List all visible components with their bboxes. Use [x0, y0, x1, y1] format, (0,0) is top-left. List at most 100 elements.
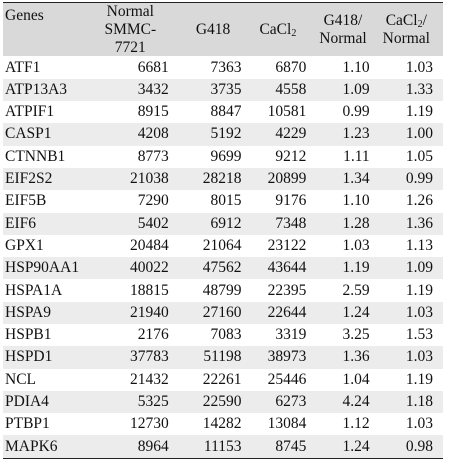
- cell-normal: 6681: [89, 56, 183, 79]
- cell-g418: 22590: [182, 390, 248, 414]
- cell-g418-normal: 1.10: [314, 190, 378, 213]
- cell-normal: 7290: [89, 190, 183, 213]
- cell-cacl2: 8745: [247, 435, 315, 459]
- cell-normal: 21940: [89, 301, 183, 324]
- cell-normal: 5402: [89, 212, 183, 235]
- cell-g418: 14282: [182, 413, 248, 436]
- cell-normal: 20484: [89, 234, 183, 258]
- cell-g418: 11153: [182, 435, 248, 459]
- header-cacl2-normal-base: CaCl: [385, 11, 418, 29]
- cell-g418: 27160: [182, 301, 248, 324]
- table-row: EIF5B 7290 8015 9176 1.10 1.26: [3, 190, 443, 213]
- cell-cacl2: 22644: [247, 301, 315, 324]
- cell-normal: 3432: [89, 78, 183, 102]
- cell-gene: HSPA9: [3, 301, 90, 324]
- cell-cacl2: 10581: [247, 101, 315, 124]
- cell-cacl2-normal: 1.03: [377, 346, 443, 369]
- header-g418-normal: G418/ Normal: [314, 2, 378, 57]
- cell-gene: EIF2S2: [3, 167, 90, 191]
- header-cacl2: CaCl2: [247, 2, 315, 57]
- cell-g418: 6912: [182, 212, 248, 235]
- table-row: ATPIF1 8915 8847 10581 0.99 1.19: [3, 101, 443, 124]
- cell-normal: 4208: [89, 123, 183, 146]
- cell-g418-normal: 1.09: [314, 78, 378, 102]
- cell-cacl2-normal: 1.00: [377, 123, 443, 146]
- cell-gene: CASP1: [3, 123, 90, 146]
- cell-g418-normal: 1.10: [314, 56, 378, 79]
- cell-normal: 2176: [89, 324, 183, 347]
- cell-gene: HSP90AA1: [3, 257, 90, 280]
- header-g418: G418: [182, 2, 248, 57]
- cell-cacl2: 9212: [247, 145, 315, 168]
- cell-cacl2-normal: 0.98: [377, 435, 443, 459]
- cell-g418: 8847: [182, 101, 248, 124]
- table-row: HSP90AA1 40022 47562 43644 1.19 1.09: [3, 257, 443, 280]
- cell-cacl2: 25446: [247, 368, 315, 391]
- cell-cacl2-normal: 1.53: [377, 324, 443, 347]
- table-body: ATF1 6681 7363 6870 1.10 1.03 ATP13A3 3432 3735 4…: [3, 56, 443, 459]
- table-row: CASP1 4208 5192 4229 1.23 1.00: [3, 123, 443, 146]
- cell-gene: ATP13A3: [3, 78, 90, 102]
- table-row: PDIA4 5325 22590 6273 4.24 1.18: [3, 390, 443, 414]
- cell-cacl2: 23122: [247, 234, 315, 258]
- cell-g418-normal: 1.24: [314, 435, 378, 459]
- cell-g418-normal: 1.04: [314, 368, 378, 391]
- cell-g418-normal: 1.36: [314, 346, 378, 369]
- cell-cacl2: 3319: [247, 324, 315, 347]
- table-row: CTNNB1 8773 9699 9212 1.11 1.05: [3, 145, 443, 168]
- cell-normal: 8964: [89, 435, 183, 459]
- cell-g418: 3735: [182, 78, 248, 102]
- table-header: Genes Normal SMMC-7721 G418 CaCl2 G418/ …: [3, 2, 443, 57]
- table-row: HSPA1A 18815 48799 22395 2.59 1.19: [3, 279, 443, 302]
- cell-cacl2-normal: 1.05: [377, 145, 443, 168]
- cell-normal: 37783: [89, 346, 183, 369]
- cell-cacl2: 13084: [247, 413, 315, 436]
- cell-g418-normal: 1.11: [314, 145, 378, 168]
- cell-gene: ATF1: [3, 56, 90, 79]
- header-cacl2-normal-sub: 2: [417, 18, 423, 30]
- header-cacl2-normal: CaCl2/ Normal: [377, 2, 443, 57]
- cell-cacl2-normal: 0.99: [377, 167, 443, 191]
- cell-cacl2-normal: 1.03: [377, 56, 443, 79]
- table-row: ATP13A3 3432 3735 4558 1.09 1.33: [3, 78, 443, 102]
- header-g418-normal-line2: Normal: [319, 29, 367, 47]
- cell-cacl2: 38973: [247, 346, 315, 369]
- table-row: HSPB1 2176 7083 3319 3.25 1.53: [3, 324, 443, 347]
- table-row: MAPK6 8964 11153 8745 1.24 0.98: [3, 435, 443, 459]
- cell-g418-normal: 0.99: [314, 101, 378, 124]
- document-page: Genes Normal SMMC-7721 G418 CaCl2 G418/ …: [3, 2, 443, 459]
- table-row: PTBP1 12730 14282 13084 1.12 1.03: [3, 413, 443, 436]
- cell-cacl2: 20899: [247, 167, 315, 191]
- header-cacl2-base: CaCl: [259, 20, 292, 38]
- cell-cacl2: 9176: [247, 190, 315, 213]
- gene-expression-table: Genes Normal SMMC-7721 G418 CaCl2 G418/ …: [3, 2, 443, 459]
- header-genes: Genes: [3, 2, 90, 57]
- cell-cacl2-normal: 1.33: [377, 78, 443, 102]
- header-g418-normal-line1: G418/: [323, 11, 363, 29]
- cell-g418-normal: 4.24: [314, 390, 378, 414]
- header-cacl2-normal-line2: Normal: [382, 29, 430, 47]
- cell-gene: MAPK6: [3, 435, 90, 459]
- cell-normal: 21432: [89, 368, 183, 391]
- table-row: GPX1 20484 21064 23122 1.03 1.13: [3, 234, 443, 258]
- header-cacl2-sub: 2: [291, 27, 297, 39]
- cell-normal: 12730: [89, 413, 183, 436]
- cell-g418: 51198: [182, 346, 248, 369]
- cell-gene: PDIA4: [3, 390, 90, 414]
- header-normal-line1: Normal: [106, 3, 154, 20]
- cell-cacl2-normal: 1.03: [377, 301, 443, 324]
- cell-g418-normal: 1.23: [314, 123, 378, 146]
- cell-g418-normal: 3.25: [314, 324, 378, 347]
- cell-gene: GPX1: [3, 234, 90, 258]
- cell-gene: NCL: [3, 368, 90, 391]
- cell-g418: 22261: [182, 368, 248, 391]
- table-row: ATF1 6681 7363 6870 1.10 1.03: [3, 56, 443, 79]
- cell-g418: 47562: [182, 257, 248, 280]
- cell-cacl2: 4558: [247, 78, 315, 102]
- cell-normal: 18815: [89, 279, 183, 302]
- cell-normal: 5325: [89, 390, 183, 414]
- cell-g418: 7363: [182, 56, 248, 79]
- header-cacl2-normal-slash: /: [422, 11, 427, 29]
- cell-gene: HSPD1: [3, 346, 90, 369]
- cell-g418: 21064: [182, 234, 248, 258]
